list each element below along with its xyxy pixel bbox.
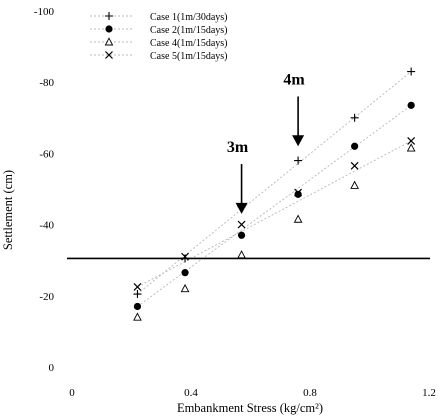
data-point (407, 67, 416, 76)
legend-label: Case 1(1m/30days) (150, 12, 228, 23)
data-point (181, 254, 190, 263)
y-tick-label: 0 (49, 362, 55, 374)
legend-label: Case 5(1m/15days) (150, 51, 228, 62)
data-point (181, 252, 189, 261)
y-tick-label: -40 (39, 220, 54, 232)
legend-marker (104, 37, 114, 46)
data-point (294, 190, 302, 198)
data-point (133, 302, 142, 311)
x-tick-label: 0.4 (184, 387, 198, 399)
y-axis-label: Settlement (cm) (1, 170, 15, 250)
x-tick-label: 0 (69, 387, 75, 399)
data-point (407, 137, 416, 145)
x-tick-label: 1.2 (422, 387, 436, 399)
data-point (133, 290, 142, 299)
data-point (237, 220, 246, 229)
legend-label: Case 2(1m/15days) (150, 25, 228, 36)
legend-marker (105, 51, 113, 59)
trend-line (137, 104, 412, 307)
data-point (350, 180, 359, 189)
legend: Case 1(1m/30days) Case 2(1m/15days) Case 4… (90, 12, 228, 62)
y-tick-label: -80 (39, 77, 54, 89)
data-point (237, 250, 246, 259)
data-point (181, 269, 189, 277)
data-point (407, 101, 415, 109)
data-point (350, 161, 359, 170)
trend-line (137, 140, 412, 288)
data-point (350, 113, 359, 122)
trend-lines (137, 71, 412, 307)
data-point (351, 142, 359, 150)
x-tick-label: 0.8 (303, 387, 317, 399)
data-point (133, 312, 142, 321)
data-point (294, 156, 303, 165)
annotation-arrow-head (292, 135, 305, 147)
legend-marker (105, 25, 113, 33)
legend-label: Case 4(1m/15days) (150, 38, 228, 49)
axis-ticks: 0 0.4 0.8 1.2 0 -20 -40 -60 -80 -100 (34, 6, 436, 399)
annotation-arrow-head (235, 202, 248, 214)
data-point (293, 214, 303, 223)
data-point (294, 188, 303, 197)
y-tick-label: -100 (34, 6, 55, 18)
annotations: 3m 4m (227, 71, 305, 214)
data-point (237, 231, 246, 239)
data-point (180, 283, 190, 293)
legend-marker (105, 12, 113, 20)
y-tick-label: -60 (39, 148, 54, 160)
data-point (133, 282, 142, 291)
trend-line (137, 71, 412, 295)
y-tick-label: -20 (39, 291, 54, 303)
x-axis-label: Embankment Stress (kg/cm²) (177, 401, 323, 415)
annotation-label: 4m (283, 71, 305, 88)
annotation-label: 3m (227, 139, 249, 156)
data-point (406, 143, 416, 152)
data-points (133, 67, 416, 321)
